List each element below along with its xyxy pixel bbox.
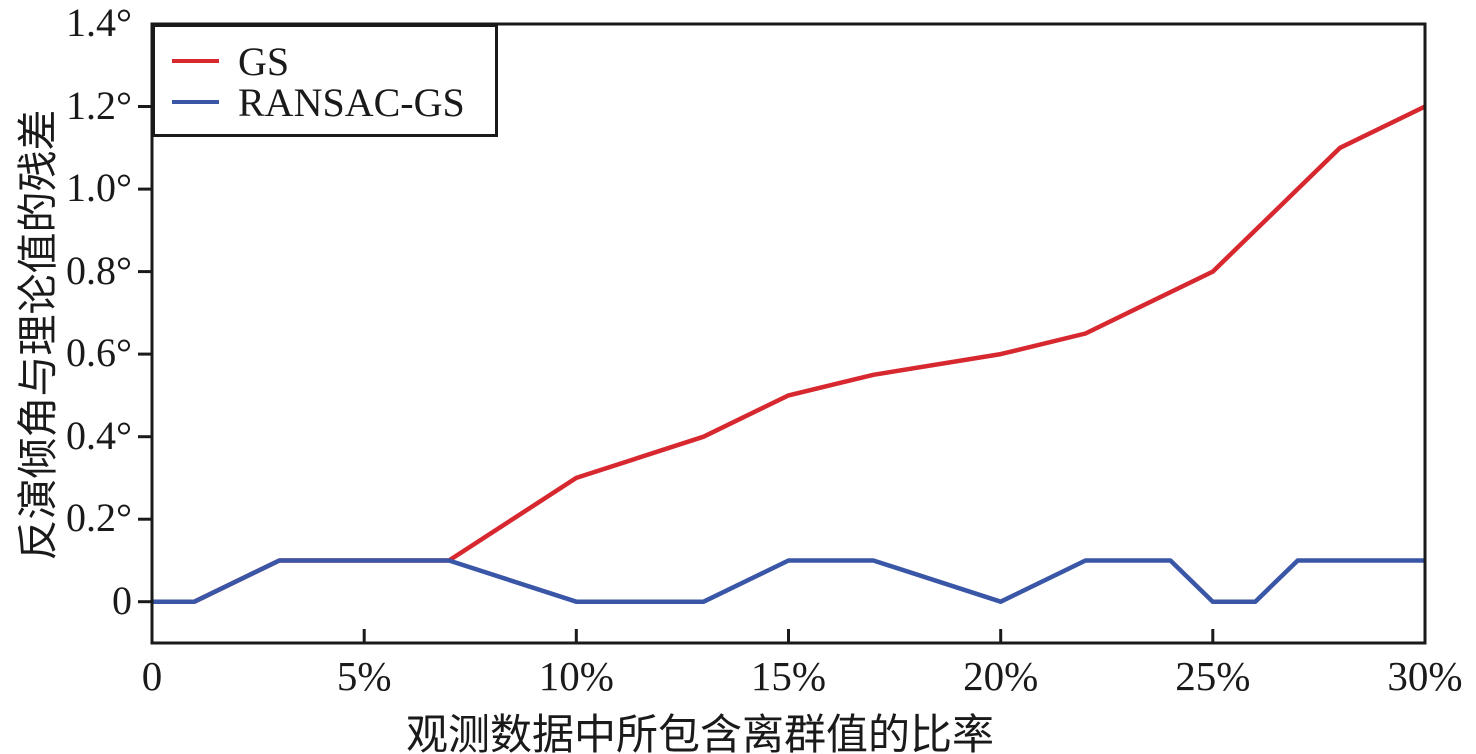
legend-line-swatch (172, 100, 219, 104)
y-tick-label: 0 (112, 577, 132, 623)
y-tick-label: 0.4° (66, 412, 132, 458)
y-tick-label: 0.8° (66, 247, 132, 293)
y-tick-label: 1.0° (66, 165, 132, 211)
x-tick-label: 25% (1175, 653, 1251, 699)
x-axis-label: 观测数据中所包含离群值的比率 (405, 713, 995, 754)
series-line-gs (152, 104, 1426, 604)
legend-label: GS (238, 38, 290, 84)
legend-label: RANSAC-GS (238, 79, 465, 125)
x-tick-label: 0 (141, 653, 163, 699)
legend-item: GS (155, 41, 495, 82)
x-tick-label: 5% (336, 653, 392, 699)
legend-item: RANSAC-GS (155, 82, 495, 123)
y-tick-label: 0.6° (66, 330, 132, 376)
y-tick-label: 0.2° (66, 495, 132, 541)
x-tick-label: 30% (1387, 653, 1463, 699)
legend: GS RANSAC-GS (152, 24, 498, 137)
series-line-ransac-gs (152, 558, 1425, 604)
x-tick-label: 15% (750, 653, 827, 699)
x-tick-label: 20% (963, 653, 1039, 699)
legend-line-swatch (172, 59, 219, 63)
y-tick-label: 1.4° (66, 0, 132, 45)
x-tick-label: 10% (538, 653, 614, 699)
y-axis-label: 反演倾角与理论值的残差 (15, 109, 61, 561)
y-tick-label: 1.2° (66, 82, 132, 128)
